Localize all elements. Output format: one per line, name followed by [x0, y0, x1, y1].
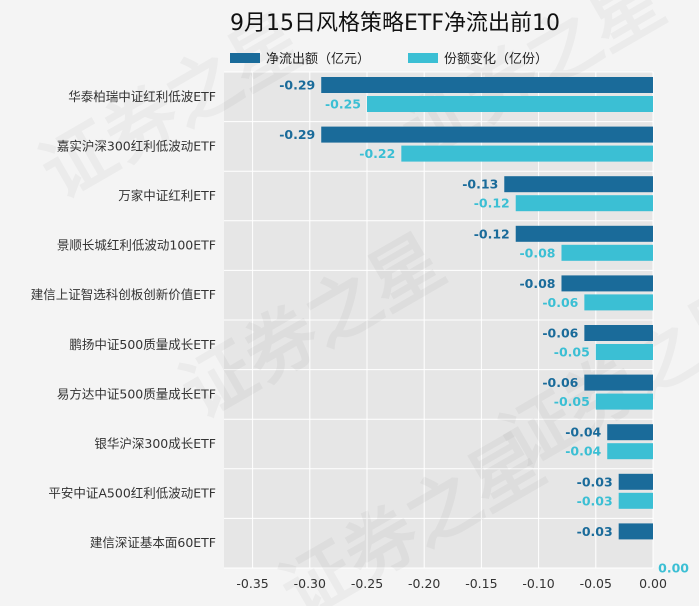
category-label: 建信上证智选科创板创新价值ETF	[31, 287, 216, 302]
bar-net-outflow	[584, 325, 653, 341]
legend-swatch-net-outflow	[230, 53, 260, 63]
data-label-share-change: -0.25	[325, 97, 361, 112]
bar-net-outflow	[618, 523, 653, 540]
bar-share-change	[367, 96, 653, 112]
bar-net-outflow	[321, 126, 653, 143]
data-label-share-change: -0.05	[554, 394, 590, 409]
data-label-share-change: -0.04	[565, 444, 601, 459]
data-label-share-change: -0.05	[554, 345, 590, 360]
legend-label-net-outflow: 净流出额（亿元）	[266, 52, 370, 67]
x-tick-label: -0.15	[465, 576, 497, 591]
data-label-net-outflow: -0.03	[577, 474, 613, 489]
data-label-net-outflow: -0.06	[542, 375, 578, 390]
bar-net-outflow	[561, 275, 653, 292]
bar-share-change	[561, 244, 653, 261]
bar-net-outflow	[584, 374, 653, 391]
x-axis-ticks: -0.35 -0.30 -0.25 -0.20 -0.15 -0.10 -0.05 0.00	[236, 576, 667, 591]
category-label: 平安中证A500红利低波动ETF	[48, 486, 216, 501]
bar-share-change	[618, 492, 653, 509]
category-label: 嘉实沪深300红利低波动ETF	[57, 138, 216, 153]
legend-swatch-share-change	[408, 53, 438, 63]
x-tick-label: -0.05	[580, 576, 612, 591]
data-label-net-outflow: -0.13	[462, 177, 498, 192]
x-tick-label: 0.00	[639, 576, 667, 591]
bar-share-change	[515, 195, 653, 212]
x-tick-label: -0.30	[294, 576, 326, 591]
data-labels: -0.29 -0.25 -0.29 -0.22 -0.13 -0.12 -0.12 -0.08…	[279, 78, 689, 576]
category-label: 易方达中证500质量成长ETF	[57, 386, 216, 401]
x-tick-label: -0.10	[522, 576, 554, 591]
bar-share-change	[607, 443, 653, 460]
category-label: 银华沪深300成长ETF	[94, 436, 216, 451]
chart-title: 9月15日风格策略ETF净流出前10	[230, 11, 560, 36]
data-label-net-outflow: -0.29	[279, 127, 315, 142]
data-label-net-outflow: -0.06	[542, 326, 578, 341]
data-label-net-outflow: -0.04	[565, 425, 601, 440]
data-label-share-change: -0.03	[577, 493, 613, 508]
data-label-net-outflow: -0.12	[474, 226, 510, 241]
category-label: 鹏扬中证500质量成长ETF	[69, 337, 216, 352]
bar-share-change	[595, 393, 653, 410]
data-label-share-change: 0.00	[658, 560, 689, 575]
data-label-share-change: -0.06	[542, 295, 578, 310]
x-tick-label: -0.35	[236, 576, 268, 591]
x-tick-label: -0.20	[408, 576, 440, 591]
category-labels: 华泰柏瑞中证红利低波ETF 嘉实沪深300红利低波动ETF 万家中证红利ETF 景顺长…	[31, 89, 216, 550]
bar-net-outflow	[515, 225, 653, 242]
category-label: 华泰柏瑞中证红利低波ETF	[68, 89, 216, 104]
bar-share-change	[595, 344, 653, 360]
bar-net-outflow	[504, 176, 653, 193]
data-label-net-outflow: -0.03	[577, 524, 613, 539]
bar-net-outflow	[321, 77, 653, 93]
data-label-share-change: -0.12	[474, 196, 510, 211]
category-label: 建信深证基本面60ETF	[90, 535, 216, 550]
bar-net-outflow	[618, 473, 653, 490]
legend: 净流出额（亿元） 份额变化（亿份）	[230, 51, 548, 67]
bar-share-change	[401, 145, 653, 162]
data-label-net-outflow: -0.29	[279, 78, 315, 93]
legend-label-share-change: 份额变化（亿份）	[444, 51, 548, 67]
bars	[321, 77, 653, 540]
x-tick-label: -0.25	[351, 576, 383, 591]
bar-share-change	[584, 294, 653, 311]
category-label: 景顺长城红利低波动100ETF	[57, 238, 216, 253]
data-label-net-outflow: -0.08	[519, 276, 555, 291]
bar-net-outflow	[607, 424, 653, 441]
data-label-share-change: -0.22	[359, 146, 395, 161]
category-label: 万家中证红利ETF	[118, 188, 216, 203]
data-label-share-change: -0.08	[519, 245, 555, 260]
